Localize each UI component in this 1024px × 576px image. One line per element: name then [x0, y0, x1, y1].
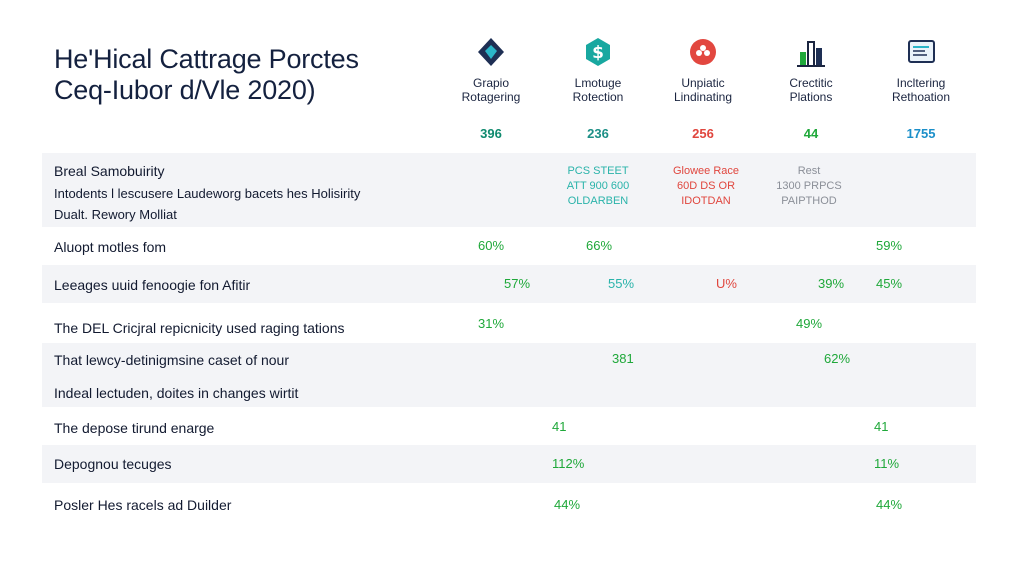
section-c2-line2: ATT 900 600 — [566, 180, 630, 192]
section-c3-line2: 60D DS OR — [676, 180, 736, 192]
section-column-4: Rest 1300 PRPCS PAIPTHOD — [764, 164, 854, 209]
column-label-4b: Plations — [789, 90, 833, 104]
document-chart-icon — [908, 40, 935, 63]
row-value: 41 — [874, 419, 889, 434]
row-value: 381 — [612, 351, 634, 366]
section-description: Intodents l lescusere Laudeworg bacets h… — [54, 186, 361, 201]
row-value: 59% — [876, 238, 903, 253]
section-column-3: Glowee Race 60D DS OR IDOTDAN — [658, 164, 754, 209]
column-label-1b: Rotagering — [461, 90, 521, 104]
row-value: 44% — [554, 497, 581, 512]
title-line-1: He'Hical Cattrage Porctes — [54, 44, 359, 74]
column-header-1: Grapio Rotagering 396 — [436, 36, 546, 141]
section-column-2: PCS STEET ATT 900 600 OLDARBEN — [550, 164, 646, 209]
row-value: 55% — [608, 276, 635, 291]
column-value-1: 396 — [480, 126, 502, 141]
column-header-2: $ Lmotuge Rotection 236 — [543, 36, 653, 141]
row-label: The depose tirund enarge — [54, 420, 215, 436]
section-c4-line3: PAIPTHOD — [781, 195, 837, 207]
diamond-shield-icon — [478, 38, 504, 66]
section-title: Breal Samobuirity — [54, 163, 165, 179]
row-value: 62% — [824, 351, 851, 366]
title-line-2: Ceq-Iubor d/Vle 2020) — [54, 75, 316, 105]
section-c4-line2: 1300 PRPCS — [776, 180, 842, 192]
row-label: Leeages uuid fenoogie fon Afitir — [54, 277, 251, 293]
table-row: Depognou tecuges 112% 11% — [42, 445, 976, 483]
column-label-2a: Lmotuge — [574, 76, 622, 90]
column-label-5a: Incltering — [896, 76, 946, 90]
table-row: Aluopt motles fom 60% 66% 59% — [42, 227, 976, 265]
column-label-4a: Crectitic — [789, 76, 833, 90]
section-subtitle: Dualt. Rewory Molliat — [54, 207, 177, 222]
row-value: U% — [716, 276, 737, 291]
column-header-4: Crectitic Plations 44 — [756, 36, 866, 141]
section-block: Breal Samobuirity Intodents l lescusere … — [42, 153, 976, 227]
table-row-group: That lewcy-detinigmsine caset of nour 38… — [42, 343, 976, 407]
column-label-5b: Rethoation — [891, 90, 951, 104]
page-title: He'Hical Cattrage Porctes Ceq-Iubor d/Vl… — [54, 44, 359, 106]
column-header-3: Unpiatic Lindinating 256 — [648, 36, 758, 141]
row-value: 11% — [874, 456, 900, 471]
row-value: 112% — [552, 456, 585, 471]
column-value-3: 256 — [692, 126, 714, 141]
table-row: Leeages uuid fenoogie fon Afitir 57% 55%… — [42, 265, 976, 303]
row-value: 31% — [478, 316, 505, 331]
column-value-4: 44 — [803, 126, 819, 141]
svg-text:$: $ — [592, 43, 604, 63]
row-label: Aluopt motles fom — [54, 239, 167, 255]
row-value: 60% — [478, 238, 505, 253]
row-value: 45% — [876, 276, 903, 291]
column-value-2: 236 — [587, 126, 609, 141]
table-row: The depose tirund enarge 41 41 — [42, 407, 976, 445]
row-value: 39% — [818, 276, 845, 291]
row-label: Posler Hes racels ad Duilder — [54, 497, 232, 513]
row-value: 57% — [504, 276, 531, 291]
section-c2-line3: OLDARBEN — [567, 195, 629, 207]
column-label-3a: Unpiatic — [681, 76, 725, 90]
row-value: 44% — [876, 497, 903, 512]
row-label: The DEL Cricjral repicnicity used raging… — [54, 320, 345, 336]
table-row: Posler Hes racels ad Duilder 44% 44% — [42, 483, 976, 525]
table-row: The DEL Cricjral repicnicity used raging… — [42, 303, 976, 343]
row-value: 66% — [586, 238, 613, 253]
bar-chart-icon — [797, 41, 825, 67]
column-label-2b: Rotection — [572, 90, 624, 104]
column-label-3b: Lindinating — [673, 90, 733, 104]
section-c3-line1: Glowee Race — [672, 165, 740, 177]
flower-badge-icon — [690, 39, 716, 65]
row-label: That lewcy-detinigmsine caset of nour — [54, 352, 289, 368]
section-c2-line1: PCS STEET — [567, 165, 629, 177]
row-label: Indeal lectuden, doites in changes wirti… — [54, 385, 299, 401]
column-value-5: 1755 — [906, 126, 936, 141]
column-label-1a: Grapio — [472, 76, 510, 90]
row-value: 41 — [552, 419, 567, 434]
column-header-5: Incltering Rethoation 1755 — [866, 36, 976, 141]
dollar-shield-icon: $ — [586, 38, 610, 66]
section-c3-line3: IDOTDAN — [681, 195, 731, 207]
row-value: 49% — [796, 316, 823, 331]
section-c4-line1: Rest — [797, 165, 821, 177]
row-label: Depognou tecuges — [54, 456, 172, 472]
